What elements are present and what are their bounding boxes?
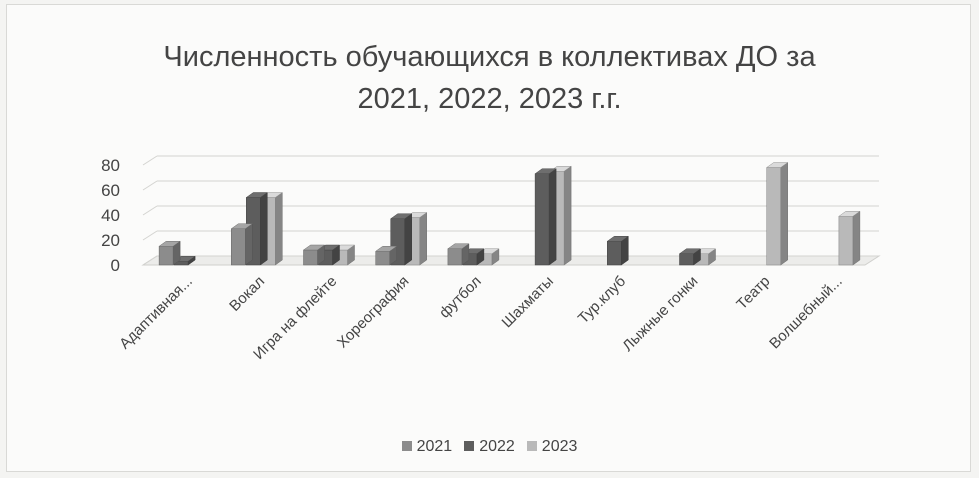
x-category-label: Волшебный... [766, 273, 846, 353]
y-tick-label: 40 [101, 206, 120, 225]
y-tick-label: 60 [101, 181, 120, 200]
gridline-depth [142, 255, 158, 266]
legend: 2021 2022 2023 [0, 438, 979, 456]
gridline-depth [142, 230, 158, 241]
y-tick-label: 20 [101, 231, 120, 250]
legend-swatch [526, 441, 537, 451]
bar-2021-4 [447, 243, 470, 266]
bar-layer [158, 162, 861, 266]
legend-swatch [401, 441, 412, 451]
x-category-label: Адаптивная... [116, 273, 196, 353]
x-category-label: Хореография [334, 273, 413, 352]
gridline-depth [142, 180, 158, 191]
chart-frame [6, 4, 971, 472]
x-category-label: Вокал [226, 273, 268, 315]
legend-item-2022: 2022 [464, 438, 515, 456]
legend-label: 2023 [541, 438, 578, 455]
bar-2021-1 [230, 223, 254, 266]
gridline-depth [142, 155, 158, 166]
x-category-label: Лыжные гонки [619, 273, 701, 355]
y-tick-label: 80 [101, 156, 120, 175]
y-tick-label: 0 [111, 256, 120, 275]
legend-item-2021: 2021 [401, 438, 453, 456]
bar-2021-3 [374, 245, 398, 266]
x-category-label: Шахматы [499, 273, 557, 331]
bar-2021-2 [302, 244, 326, 266]
chart-title-line-1: Численность обучающихся в коллективах ДО… [163, 41, 816, 73]
chart-title: Численность обучающихся в коллективах ДО… [0, 36, 979, 120]
bar-2022-6 [606, 235, 630, 266]
gridline-depth [142, 205, 158, 216]
bar-2021-0 [158, 240, 181, 266]
bar-2022-7 [678, 248, 702, 266]
x-category-label: Тур.клуб [575, 273, 629, 327]
legend-item-2023: 2023 [526, 438, 578, 456]
x-category-label: Театр [733, 273, 773, 313]
bar-2023-9 [838, 210, 861, 266]
y-axis-ticks: 0 20 40 60 80 [101, 156, 120, 275]
legend-swatch [464, 441, 475, 451]
bar-2023-8 [765, 162, 789, 266]
legend-label: 2022 [479, 438, 515, 455]
legend-label: 2021 [416, 438, 453, 455]
bar-2022-5 [534, 168, 557, 266]
chart-title-line-2: 2021, 2022, 2023 г.г. [357, 83, 622, 115]
x-category-label: футбол [436, 273, 485, 322]
